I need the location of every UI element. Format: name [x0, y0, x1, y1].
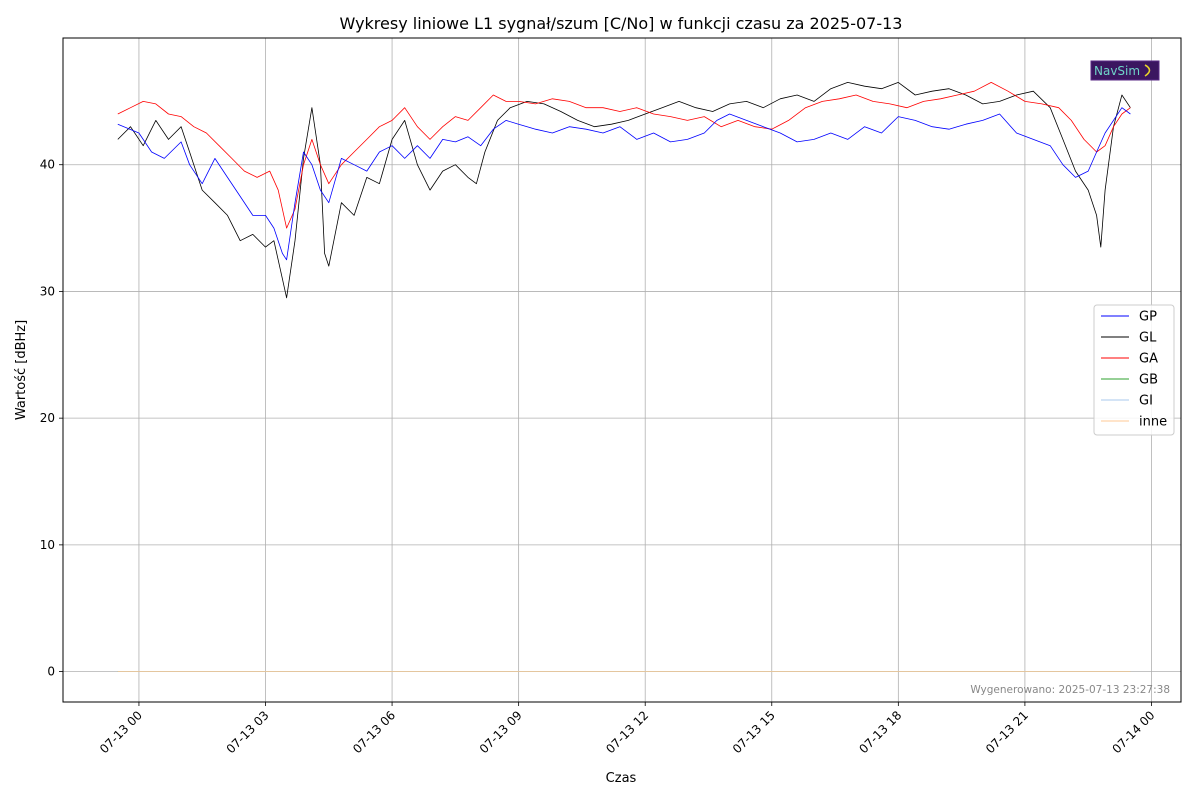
legend-label-gi: GI: [1139, 394, 1153, 409]
y-tick-label: 0: [47, 665, 55, 679]
legend-label-gl: GL: [1139, 331, 1157, 346]
generated-timestamp: Wygenerowano: 2025-07-13 23:27:38: [970, 684, 1170, 696]
y-tick-label: 10: [40, 538, 55, 552]
plot-frame: [62, 37, 1182, 703]
series-line-ga: [117, 82, 1131, 229]
y-tick-label: 40: [40, 158, 55, 172]
y-axis: 0 10 20 30 40: [40, 158, 63, 679]
logo: NavSim: [1090, 60, 1160, 81]
series-line-gp: [117, 107, 1131, 261]
y-axis-label: Wartość [dBHz]: [14, 320, 29, 420]
series-line-gl: [117, 82, 1131, 299]
legend-label-gp: GP: [1139, 310, 1157, 325]
y-tick-label: 20: [40, 411, 55, 425]
x-axis-label: Czas: [606, 771, 637, 786]
legend-label-ga: GA: [1139, 352, 1158, 367]
chart-title: Wykresy liniowe L1 sygnał/szum [C/No] w …: [340, 14, 903, 33]
logo-arc-icon: [1144, 64, 1151, 77]
legend: GP GL GA GB GI inne: [1093, 304, 1175, 436]
y-tick-label: 30: [40, 284, 55, 298]
legend-label-inne: inne: [1139, 415, 1167, 430]
series-layer: [117, 82, 1131, 299]
logo-text: NavSim: [1094, 64, 1140, 78]
legend-label-gb: GB: [1139, 373, 1158, 388]
logo-background: [1090, 60, 1160, 81]
